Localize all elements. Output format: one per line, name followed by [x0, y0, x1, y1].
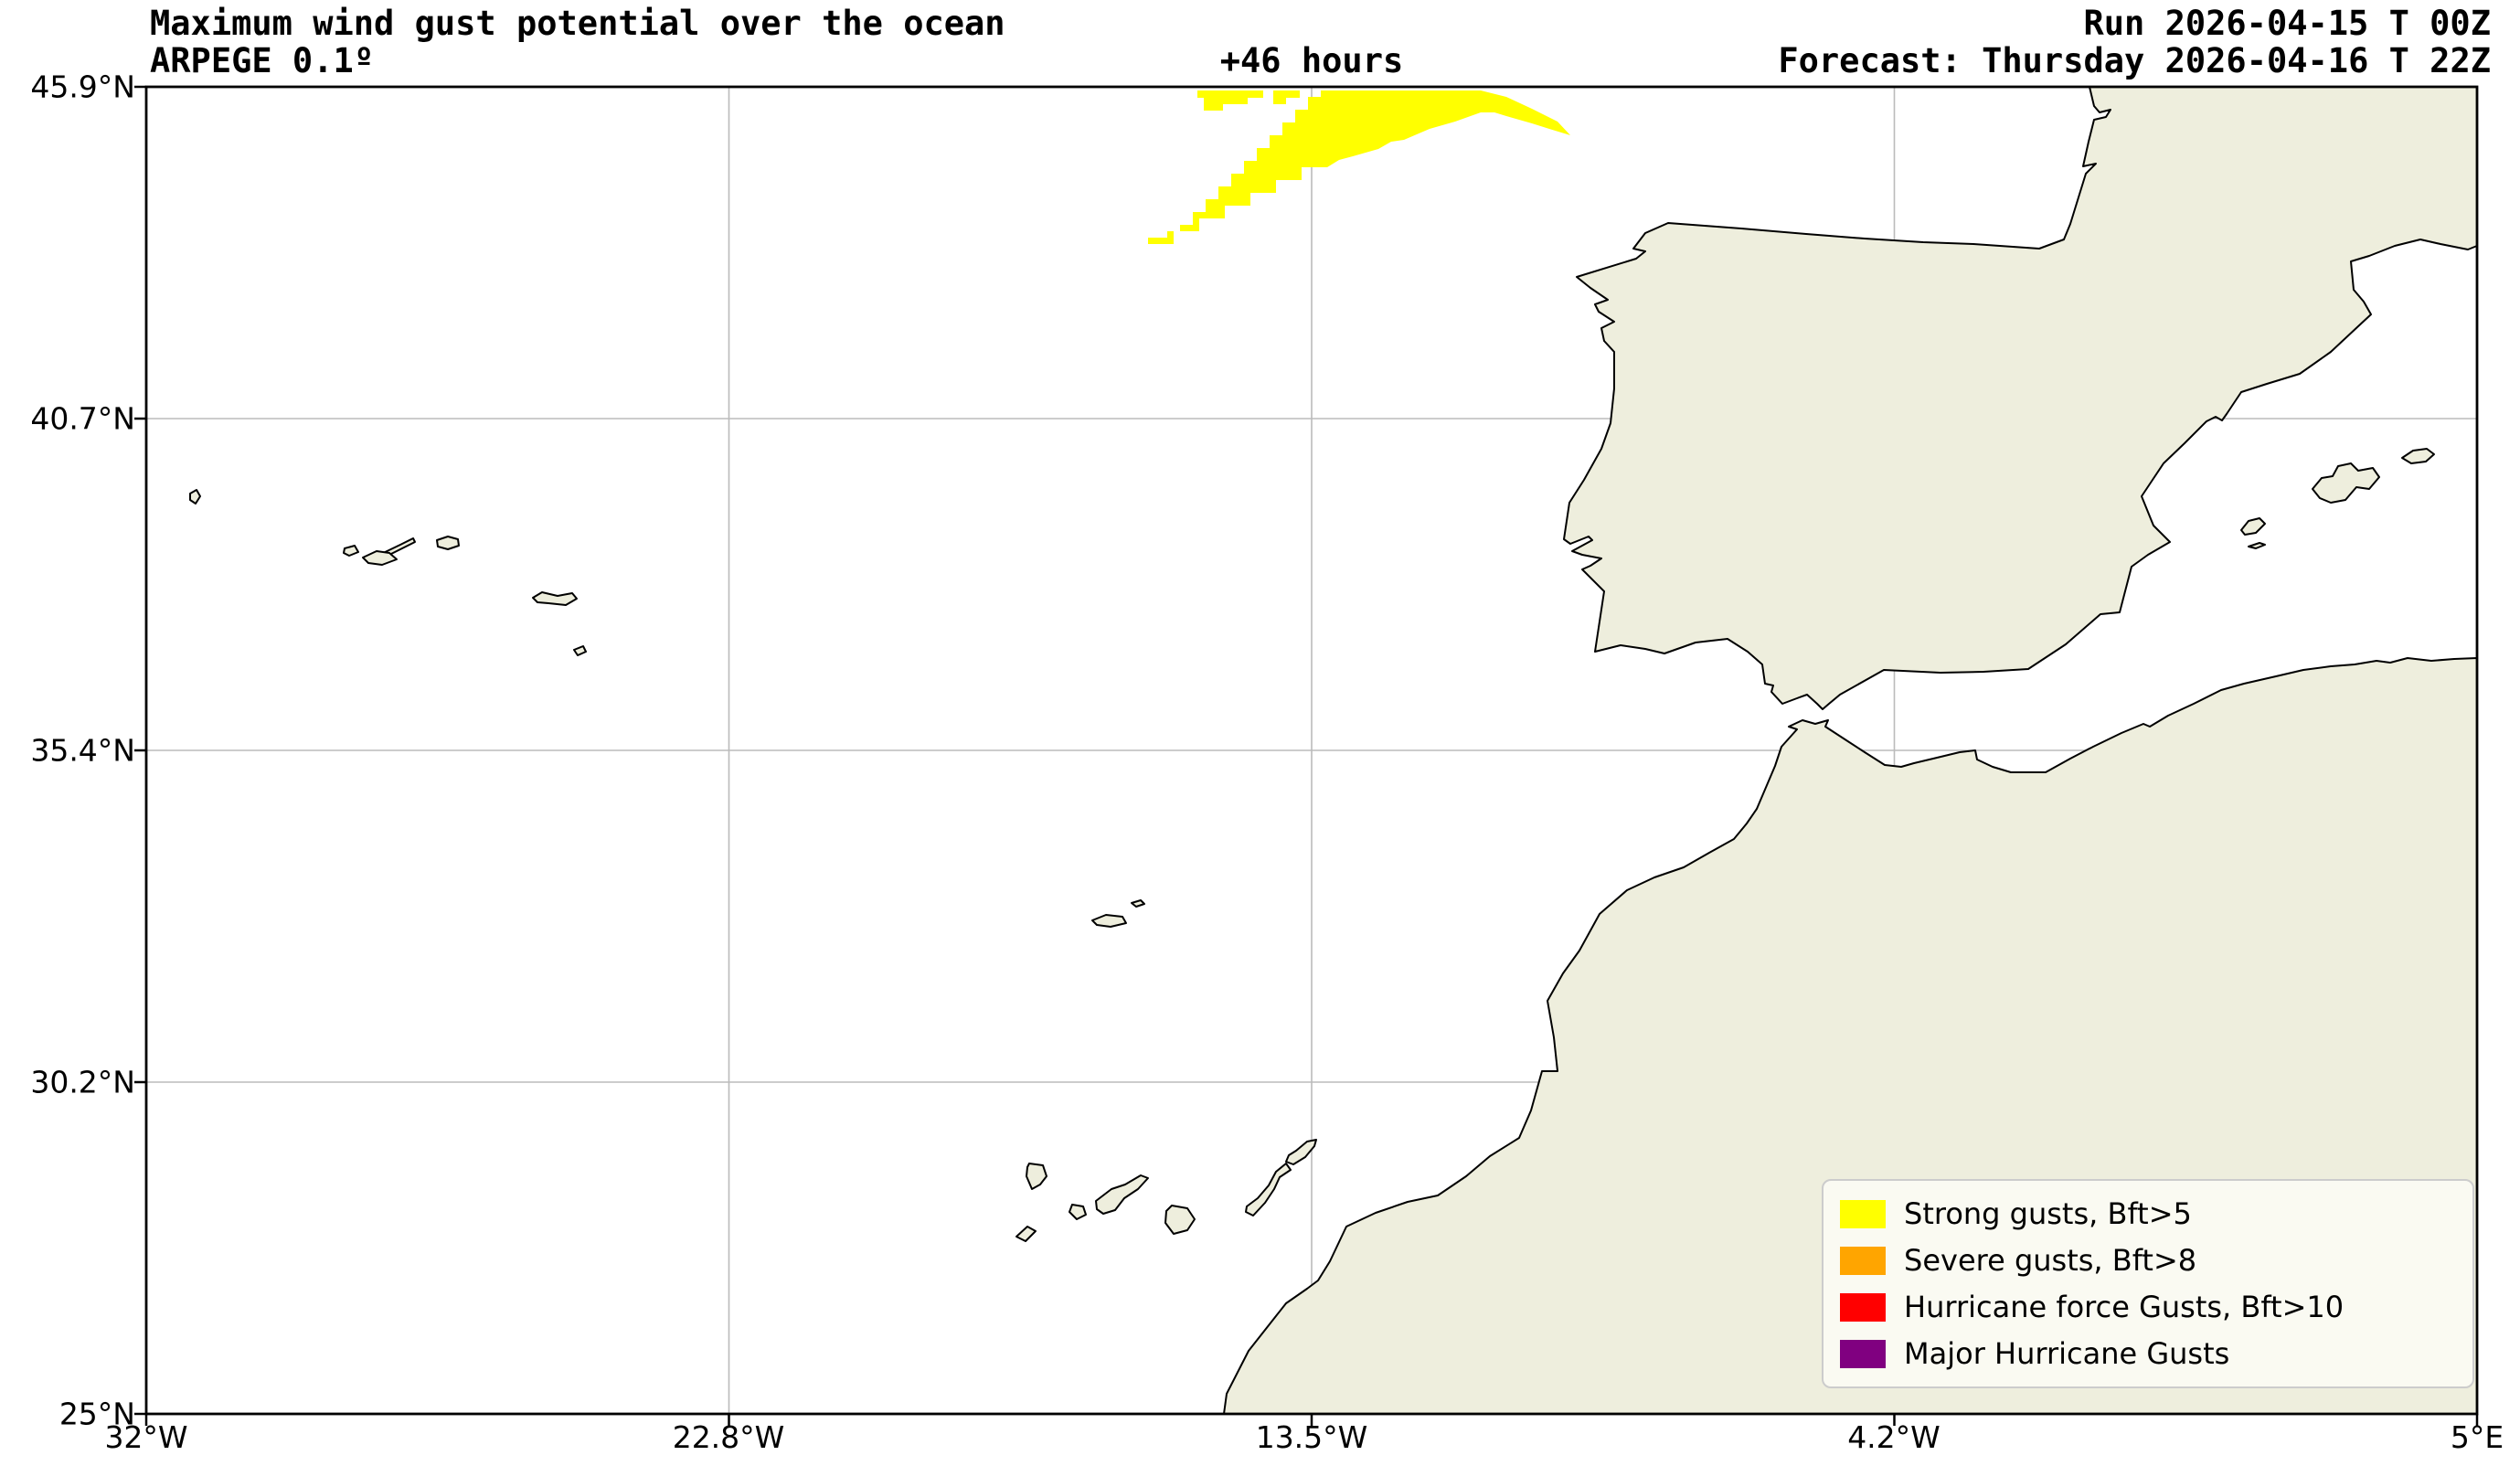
- island-mallorca: [2312, 462, 2380, 504]
- island-menorca: [2401, 448, 2435, 464]
- legend-label: Major Hurricane Gusts: [1904, 1336, 2230, 1371]
- x-tick-label: 13.5°W: [1255, 1419, 1368, 1455]
- x-tick-label: 5°E: [2450, 1419, 2504, 1455]
- legend: Strong gusts, Bft>5 Severe gusts, Bft>8 …: [1822, 1179, 2474, 1388]
- legend-swatch-purple: [1840, 1339, 1886, 1368]
- forecast-timestamp: Forecast: Thursday 2026-04-16 T 22Z: [1778, 41, 2491, 80]
- island-terceira: [436, 536, 460, 550]
- land-iberia-france: [1563, 86, 2478, 710]
- y-tick-label: 35.4°N: [30, 732, 135, 769]
- island-lanzarote: [1285, 1139, 1317, 1165]
- island-formentera: [2248, 542, 2266, 549]
- axis-tick-marks: [134, 85, 2479, 1426]
- lead-time-label: +46 hours: [1219, 41, 1404, 80]
- island-tenerife: [1095, 1174, 1149, 1215]
- legend-swatch-orange: [1840, 1246, 1886, 1275]
- legend-label: Severe gusts, Bft>8: [1904, 1243, 2197, 1278]
- island-la-palma: [1026, 1163, 1047, 1190]
- map-border: [144, 85, 2479, 1416]
- strong-gusts-band: [1148, 90, 1570, 244]
- legend-swatch-red: [1840, 1292, 1886, 1322]
- legend-label: Strong gusts, Bft>5: [1904, 1196, 2192, 1231]
- island-el-hierro: [1015, 1226, 1037, 1242]
- island-pico: [362, 550, 398, 566]
- island-la-gomera: [1069, 1204, 1087, 1220]
- y-tick-label: 25°N: [58, 1396, 135, 1432]
- island-faial: [343, 545, 359, 557]
- legend-item-strong-gusts: Strong gusts, Bft>5: [1840, 1193, 2456, 1235]
- island-sao-miguel: [532, 591, 578, 606]
- island-flores-corvo: [189, 489, 201, 505]
- strong-gusts-area: [1148, 90, 1570, 244]
- legend-swatch-yellow: [1840, 1199, 1886, 1228]
- strong-gusts-patch: [1197, 90, 1263, 111]
- page-title: Maximum wind gust potential over the oce…: [150, 4, 1005, 43]
- y-tick-label: 40.7°N: [30, 400, 135, 437]
- legend-item-hurricane-gusts: Hurricane force Gusts, Bft>10: [1840, 1286, 2456, 1328]
- island-santa-maria: [573, 645, 587, 656]
- legend-item-major-hurricane-gusts: Major Hurricane Gusts: [1840, 1333, 2456, 1375]
- x-tick-label: 4.2°W: [1847, 1419, 1941, 1455]
- y-tick-label: 45.9°N: [30, 69, 135, 105]
- x-tick-label: 32°W: [104, 1419, 188, 1455]
- island-gran-canaria: [1164, 1205, 1196, 1235]
- model-label: ARPEGE 0.1º: [150, 41, 375, 80]
- island-porto-santo: [1131, 899, 1145, 908]
- island-fuerteventura: [1245, 1163, 1292, 1216]
- island-madeira: [1091, 914, 1127, 928]
- run-timestamp: Run 2026-04-15 T 00Z: [2083, 4, 2491, 43]
- legend-label: Hurricane force Gusts, Bft>10: [1904, 1290, 2345, 1324]
- island-ibiza: [2240, 517, 2266, 536]
- x-tick-label: 22.8°W: [672, 1419, 785, 1455]
- y-tick-label: 30.2°N: [30, 1064, 135, 1100]
- forecast-map: [134, 85, 2479, 1426]
- legend-item-severe-gusts: Severe gusts, Bft>8: [1840, 1239, 2456, 1281]
- strong-gusts-patch: [1273, 90, 1300, 104]
